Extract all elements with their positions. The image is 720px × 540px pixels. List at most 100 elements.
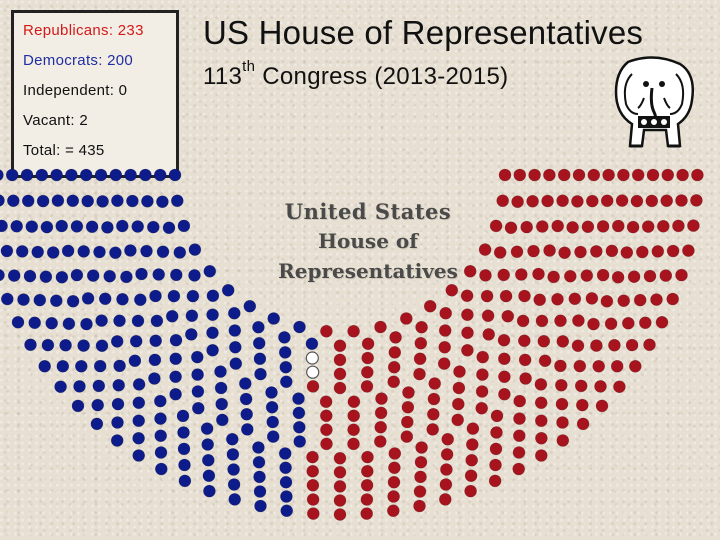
seat-republican (551, 219, 565, 233)
seat-democrat (7, 194, 20, 207)
seat-republican (518, 353, 532, 367)
seat-legend: Republicans: 233 Democrats: 200 Independ… (11, 10, 179, 178)
seat-republican (625, 338, 639, 352)
seat-republican (413, 367, 426, 381)
seat-republican (461, 326, 474, 340)
seat-democrat (110, 434, 124, 447)
seat-republican (481, 309, 495, 323)
seat-republican (617, 294, 631, 308)
seat-republican (413, 485, 427, 498)
seat-democrat (150, 314, 164, 328)
seat-democrat (252, 320, 265, 334)
seat-republican (687, 219, 700, 232)
seat-republican (631, 168, 645, 182)
seat-democrat (185, 309, 199, 323)
seat-republican (656, 220, 670, 233)
seat-democrat (280, 504, 294, 518)
seat-democrat (95, 314, 108, 327)
seat-republican (428, 377, 442, 390)
seat-republican (541, 194, 554, 208)
seat-republican (347, 409, 361, 423)
seat-republican (320, 423, 333, 437)
seat-democrat (36, 194, 50, 208)
seat-republican (585, 292, 599, 305)
seat-democrat (201, 438, 214, 451)
seat-democrat (206, 308, 219, 322)
seat-republican (617, 168, 630, 182)
seat-democrat (229, 357, 243, 370)
seat-democrat (81, 292, 95, 305)
seat-republican (666, 244, 680, 258)
seat-republican (333, 339, 347, 353)
seat-democrat (134, 293, 147, 307)
seat-republican (655, 315, 669, 329)
seat-republican (347, 395, 361, 409)
seat-republican (605, 244, 619, 258)
seat-republican (387, 490, 400, 503)
seat-republican (461, 343, 474, 357)
seat-democrat (171, 194, 184, 208)
seat-republican (643, 338, 656, 352)
seat-republican (611, 270, 625, 284)
legend-republicans: Republicans: 233 (23, 22, 144, 39)
seat-democrat (131, 220, 144, 233)
seat-democrat (154, 412, 167, 425)
seat-democrat (0, 268, 5, 282)
seat-democrat (214, 381, 228, 395)
seat-democrat (17, 293, 30, 306)
seat-republican (361, 351, 375, 365)
seat-democrat (252, 441, 265, 454)
seat-democrat (177, 219, 191, 233)
seat-republican (543, 168, 556, 182)
seat-republican (676, 168, 689, 182)
seat-democrat (73, 380, 86, 393)
seat-democrat (170, 268, 183, 282)
seat-republican (556, 335, 570, 348)
legend-independent: Independent: 0 (23, 82, 128, 99)
seat-democrat (113, 314, 126, 328)
seat-republican (534, 449, 548, 462)
page-subtitle: 113th Congress (2013-2015) (203, 58, 508, 91)
seat-democrat (148, 353, 162, 367)
seat-democrat (124, 168, 137, 182)
seat-republican (438, 340, 452, 354)
seat-republican (399, 312, 413, 325)
seat-democrat (252, 455, 266, 469)
seat-republican (415, 320, 428, 334)
seat-democrat (154, 429, 167, 443)
seat-democrat (154, 446, 168, 459)
seat-democrat (228, 306, 241, 320)
seat-democrat (80, 317, 93, 331)
seat-republican (563, 269, 577, 283)
seat-democrat (253, 470, 266, 484)
seat-democrat (279, 475, 293, 489)
seat-democrat (93, 359, 107, 373)
seat-democrat (62, 317, 76, 331)
seat-democrat (39, 270, 53, 284)
seat-republican (360, 478, 374, 492)
seat-democrat (85, 220, 99, 234)
seat-democrat (177, 442, 191, 456)
seat-democrat (129, 334, 143, 348)
seat-democrat (241, 423, 254, 436)
seat-republican (445, 283, 459, 297)
seat-democrat (154, 394, 167, 408)
seat-democrat (120, 270, 133, 284)
seat-democrat (156, 245, 170, 259)
seat-republican (426, 407, 440, 421)
seat-republican (574, 245, 587, 259)
seat-vacant (305, 351, 319, 365)
seat-republican (464, 469, 478, 483)
seat-republican (595, 399, 609, 413)
seat-democrat (50, 168, 63, 182)
seat-democrat (191, 385, 205, 398)
seat-republican (691, 168, 704, 182)
seat-democrat (75, 359, 88, 373)
seat-democrat (0, 194, 5, 207)
seat-democrat (191, 368, 204, 381)
seat-republican (387, 375, 401, 389)
seat-republican (602, 168, 615, 182)
seat-democrat (293, 320, 306, 334)
seat-republican (592, 359, 606, 373)
seat-republican (497, 268, 511, 282)
